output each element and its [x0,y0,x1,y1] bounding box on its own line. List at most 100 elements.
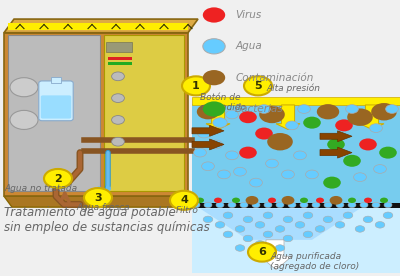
Polygon shape [260,240,292,270]
Circle shape [275,226,285,232]
Circle shape [374,164,386,173]
Circle shape [214,198,222,203]
Text: Bacterias: Bacterias [235,104,284,114]
Circle shape [263,212,273,219]
Circle shape [112,116,124,124]
Circle shape [335,120,353,131]
Polygon shape [192,125,224,136]
Circle shape [232,198,240,203]
Circle shape [182,76,210,95]
Circle shape [243,235,253,242]
Circle shape [239,147,257,159]
Circle shape [267,133,293,150]
Circle shape [370,124,382,132]
Circle shape [255,241,265,247]
Bar [108,57,132,60]
Circle shape [248,243,276,262]
Circle shape [384,202,392,208]
Circle shape [303,231,313,238]
Circle shape [239,111,257,123]
Circle shape [204,202,212,208]
Circle shape [286,121,298,130]
Circle shape [255,222,265,228]
Text: Agua fresca: Agua fresca [76,203,130,212]
Circle shape [316,198,324,203]
Bar [104,35,184,191]
Circle shape [258,105,270,113]
Circle shape [276,202,284,208]
Circle shape [303,117,321,129]
Circle shape [303,212,313,219]
Circle shape [323,216,333,223]
Circle shape [375,222,385,228]
Circle shape [198,129,210,138]
Polygon shape [200,208,360,240]
Circle shape [235,226,245,232]
Circle shape [283,235,293,242]
Text: Alta presión: Alta presión [266,83,320,93]
Bar [192,104,400,207]
Bar [108,62,132,65]
Circle shape [346,105,358,113]
Bar [8,35,100,191]
FancyBboxPatch shape [41,95,71,119]
Circle shape [383,212,393,219]
Circle shape [343,155,361,167]
Text: Tratamiento de agua potable
sin empleo de sustancias químicas: Tratamiento de agua potable sin empleo d… [4,206,210,234]
Circle shape [283,216,293,223]
Polygon shape [276,105,300,129]
Circle shape [264,202,272,208]
Text: Agua: Agua [235,41,262,51]
Bar [12,82,36,93]
Circle shape [203,39,225,54]
Circle shape [244,76,272,95]
Polygon shape [360,105,384,129]
Circle shape [203,101,225,117]
Circle shape [234,167,246,176]
Text: Virus: Virus [235,10,262,20]
Circle shape [364,198,372,203]
Circle shape [218,170,230,179]
Circle shape [360,202,368,208]
Polygon shape [320,131,352,142]
Text: 1: 1 [192,81,200,91]
Circle shape [323,177,341,189]
Circle shape [300,202,308,208]
Circle shape [312,202,320,208]
Circle shape [315,226,325,232]
Text: Agua no tratada: Agua no tratada [4,184,77,193]
Circle shape [112,72,124,81]
Circle shape [282,196,294,205]
Circle shape [330,196,342,205]
Circle shape [243,216,253,223]
Bar [51,77,61,83]
Circle shape [196,198,204,203]
Circle shape [235,245,245,251]
Circle shape [300,198,308,203]
Circle shape [359,139,377,150]
Circle shape [275,245,285,251]
Polygon shape [4,196,196,207]
Circle shape [295,222,305,228]
Circle shape [324,202,332,208]
Bar [12,115,36,125]
Text: Contaminación: Contaminación [235,73,314,83]
Circle shape [10,78,38,97]
Polygon shape [192,208,400,272]
Circle shape [223,212,233,219]
Circle shape [371,103,397,120]
Circle shape [298,105,310,113]
Circle shape [363,216,373,223]
Circle shape [240,202,248,208]
Polygon shape [192,139,224,150]
Text: 6: 6 [258,247,266,257]
Text: Botón de
encendido: Botón de encendido [200,93,247,112]
Circle shape [216,202,224,208]
Circle shape [194,148,206,157]
Text: 2: 2 [54,174,62,184]
Circle shape [347,108,373,126]
Circle shape [44,169,72,188]
Text: Agua purificada
(agregado de cloro): Agua purificada (agregado de cloro) [270,252,359,272]
Circle shape [343,212,353,219]
Circle shape [228,202,236,208]
